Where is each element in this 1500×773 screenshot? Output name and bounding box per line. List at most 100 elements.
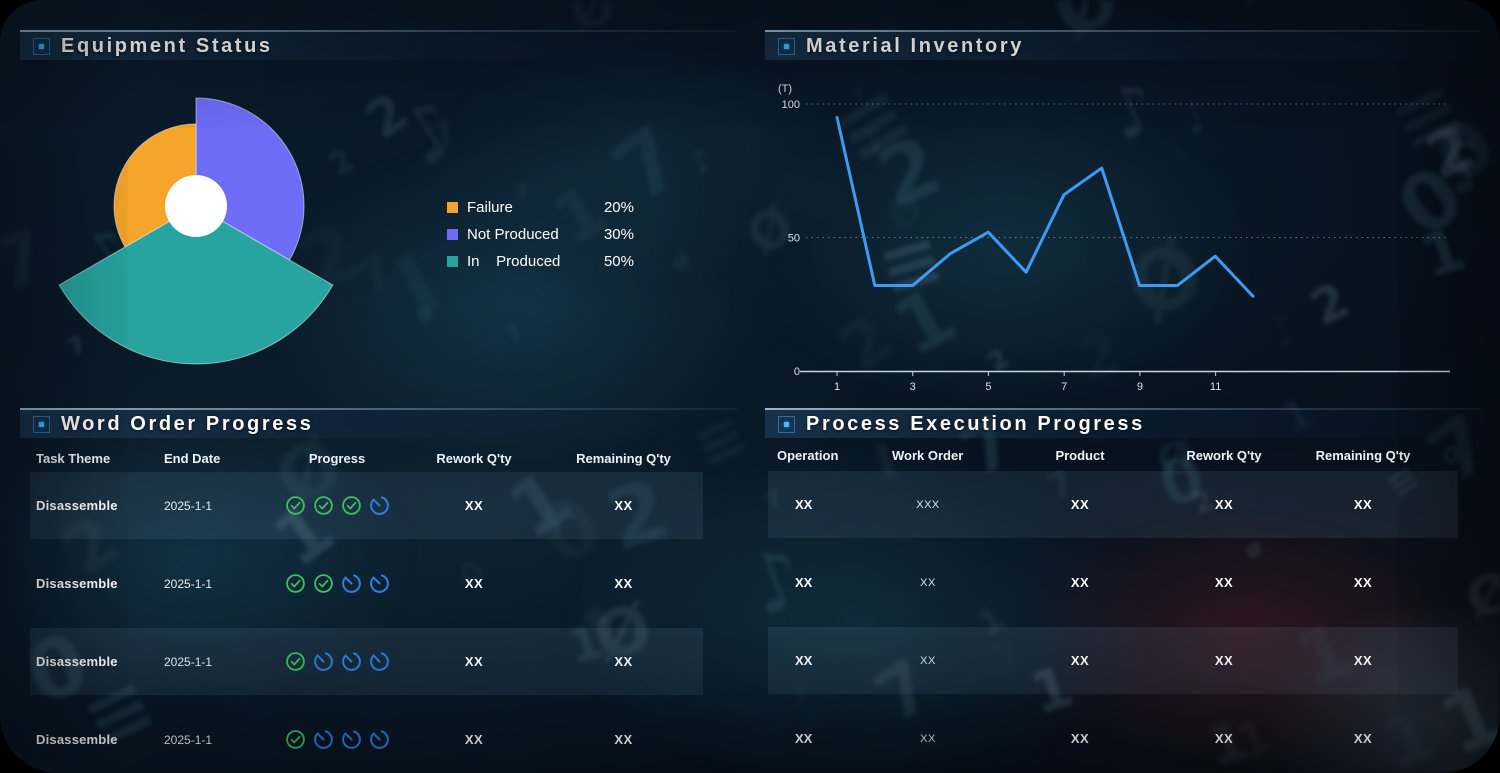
equipment-status-rose-pie-chart[interactable] (0, 60, 400, 380)
background-glyph: Ø (1244, 539, 1264, 563)
table-row[interactable]: Disassemble 2025-1-1 XX XX (30, 706, 703, 773)
cell-end-date: 2025-1-1 (164, 732, 213, 747)
cell-rework-qty: XX (464, 498, 484, 513)
cell-end-date: 2025-1-1 (164, 654, 213, 669)
progress-pending-icon (313, 652, 333, 671)
axis-tick-label: 0 (794, 366, 800, 378)
legend-item-failure[interactable]: Failure 20% (447, 194, 634, 221)
cell-remaining-qty: XX (614, 732, 633, 747)
panel-header-word-order-progress: Word Order Progress (20, 408, 737, 438)
cell-remaining-qty: XX (614, 654, 633, 669)
cell-work-order: XX (920, 732, 936, 745)
progress-pending-icon (369, 652, 389, 671)
axis-tick-label: 5 (985, 381, 991, 393)
progress-done-icon (285, 652, 305, 671)
legend-item-in-produced[interactable]: In Produced 50% (447, 248, 634, 275)
table-row[interactable]: Disassemble 2025-1-1 XX XX (30, 550, 703, 617)
axis-tick-label: 9 (1137, 381, 1143, 393)
column-header-remaining-qty: Remaining Q'ty (576, 451, 671, 466)
column-header-rework-qty: Rework Q'ty (436, 451, 512, 466)
legend-swatch-in-produced-icon (447, 256, 458, 267)
progress-pending-icon (341, 574, 361, 593)
table-row[interactable]: Disassemble 2025-1-1 XX XX (30, 472, 703, 539)
column-header-task-theme: Task Theme (36, 451, 111, 466)
cell-rework-qty: XX (464, 732, 484, 747)
pie-legend: Failure 20% Not Produced 30% In Produced… (447, 194, 634, 275)
cell-remaining-qty: XX (1353, 497, 1373, 512)
pie-center-hole (165, 175, 227, 237)
cell-task-theme: Disassemble (36, 654, 118, 669)
cell-remaining-qty: XX (614, 576, 633, 591)
cell-rework-qty: XX (1214, 497, 1234, 512)
table-row[interactable]: XX XXX XX XX XX (768, 471, 1458, 538)
cell-end-date: 2025-1-1 (164, 498, 213, 513)
cell-progress-icons (270, 573, 404, 594)
cell-rework-qty: XX (464, 576, 484, 591)
panel-title-word-order-progress: Word Order Progress (61, 412, 314, 435)
cell-remaining-qty: XX (1353, 731, 1373, 746)
background-glyph: 2 (1225, 0, 1271, 15)
legend-label: Failure (467, 199, 513, 216)
column-header-operation: Operation (777, 448, 839, 463)
progress-done-icon (285, 574, 305, 593)
cell-progress-icons (270, 729, 404, 750)
legend-percent: 20% (603, 199, 634, 216)
axis-tick-label: (T) (778, 83, 792, 95)
table-row[interactable]: XX XX XX XX XX (768, 705, 1458, 772)
axis-tick-label: 11 (1210, 381, 1221, 393)
progress-done-icon (313, 496, 333, 515)
panel-title-process-execution-progress: Process Execution Progress (806, 412, 1145, 435)
column-header-remaining-qty: Remaining Q'ty (1315, 448, 1411, 463)
axis-tick-label: 100 (782, 99, 800, 111)
progress-pending-icon (341, 652, 361, 671)
column-header-product: Product (1055, 448, 1105, 463)
panel-header-material-inventory: Material Inventory (765, 30, 1481, 60)
material-inventory-line-chart[interactable]: (T) 100 50 0 1 3 5 7 9 11 (770, 80, 1470, 395)
progress-done-icon (313, 574, 333, 593)
cell-work-order: XX (920, 654, 936, 667)
legend-item-not-produced[interactable]: Not Produced 30% (447, 221, 634, 248)
cell-product: XX (1070, 731, 1090, 746)
process-execution-table-header: Operation Work Order Product Rework Q'ty… (768, 448, 1458, 463)
cell-remaining-qty: XX (1353, 575, 1373, 590)
cell-rework-qty: XX (1214, 575, 1234, 590)
cell-progress-icons (270, 651, 404, 672)
cell-rework-qty: XX (464, 654, 484, 669)
cell-task-theme: Disassemble (36, 732, 118, 747)
cell-task-theme: Disassemble (36, 576, 118, 591)
progress-pending-icon (313, 730, 333, 749)
panel-header-process-execution-progress: Process Execution Progress (765, 408, 1481, 438)
progress-done-icon (341, 496, 361, 515)
bullet-dot-icon (784, 421, 789, 427)
background-glyph: 7 (514, 181, 533, 205)
panel-title-equipment-status: Equipment Status (61, 34, 273, 57)
cell-remaining-qty: XX (614, 498, 633, 513)
inventory-line-series (835, 115, 1255, 298)
progress-pending-icon (369, 730, 389, 749)
background-glyph: 0 (1440, 441, 1463, 471)
cell-operation: XX (795, 653, 813, 668)
panel-header-equipment-status: Equipment Status (20, 30, 737, 60)
axis-tick-label: 3 (910, 381, 916, 393)
bullet-dot-icon (39, 421, 44, 427)
cell-product: XX (1070, 497, 1090, 512)
table-row[interactable]: Disassemble 2025-1-1 XX XX (30, 628, 703, 695)
table-row[interactable]: XX XX XX XX XX (768, 549, 1458, 616)
cell-remaining-qty: XX (1353, 653, 1373, 668)
column-header-rework-qty: Rework Q'ty (1186, 448, 1262, 463)
background-glyph: 0 (416, 304, 434, 328)
panel-bullet-icon (33, 37, 50, 55)
bullet-dot-icon (784, 43, 789, 49)
panel-bullet-icon (778, 37, 795, 55)
axis-tick-label: 7 (1061, 381, 1067, 393)
panel-bullet-icon (778, 415, 795, 433)
progress-done-icon (285, 496, 305, 515)
axis-tick-label: 50 (788, 233, 800, 245)
cell-task-theme: Disassemble (36, 498, 118, 513)
panel-bullet-icon (33, 415, 50, 433)
background-glow (560, 445, 1160, 773)
cell-work-order: XXX (916, 498, 940, 511)
table-row[interactable]: XX XX XX XX XX (768, 627, 1458, 694)
legend-percent: 50% (603, 253, 634, 270)
